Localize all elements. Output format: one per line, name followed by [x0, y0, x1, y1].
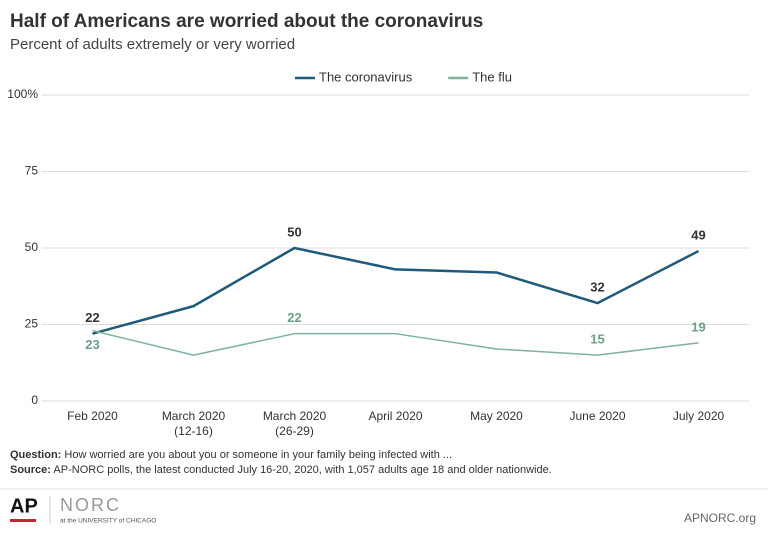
x-tick-label: March 2020 (26-29) [262, 409, 327, 438]
data-label: 15 [590, 332, 604, 347]
question-label: Question: [10, 449, 62, 461]
logo-norc: NORC [60, 495, 121, 515]
logo-ap: AP [10, 495, 38, 517]
y-tick-label: 75 [25, 164, 39, 178]
logo-ap-bar [10, 519, 36, 522]
logo-uchicago: at the UNIVERSITY of CHICAGO [60, 518, 156, 525]
legend-label: The coronavirus [319, 69, 413, 84]
source-note: Source: AP-NORC polls, the latest conduc… [10, 464, 552, 476]
data-label: 23 [85, 337, 99, 352]
y-tick-label: 50 [25, 240, 39, 254]
x-tick-label: Feb 2020 [67, 409, 118, 423]
data-label: 22 [287, 310, 301, 325]
source-text: AP-NORC polls, the latest conducted July… [50, 464, 552, 476]
source-label: Source: [10, 464, 51, 476]
data-label: 50 [287, 224, 301, 239]
question-text: How worried are you about you or someone… [61, 449, 453, 461]
y-tick-label: 25 [25, 317, 39, 331]
question-note: Question: How worried are you about you … [10, 449, 452, 461]
x-tick-label: June 2020 [569, 409, 626, 423]
data-label: 49 [691, 227, 705, 242]
x-tick-label: March 2020 (12-16) [161, 409, 226, 438]
chart-subtitle: Percent of adults extremely or very worr… [10, 36, 295, 53]
series-line [92, 329, 699, 356]
chart-title: Half of Americans are worried about the … [10, 11, 483, 32]
y-tick-label: 100% [7, 87, 38, 101]
y-tick-label: 0 [31, 393, 38, 407]
data-label: 32 [590, 280, 604, 295]
series-line [92, 246, 700, 335]
site-link: APNORC.org [684, 511, 756, 525]
data-label: 19 [691, 319, 705, 334]
x-tick-label: April 2020 [368, 409, 423, 423]
legend-label: The flu [472, 69, 512, 84]
x-tick-label: May 2020 [470, 409, 523, 423]
x-tick-label: July 2020 [672, 409, 725, 423]
data-label: 22 [85, 310, 99, 325]
